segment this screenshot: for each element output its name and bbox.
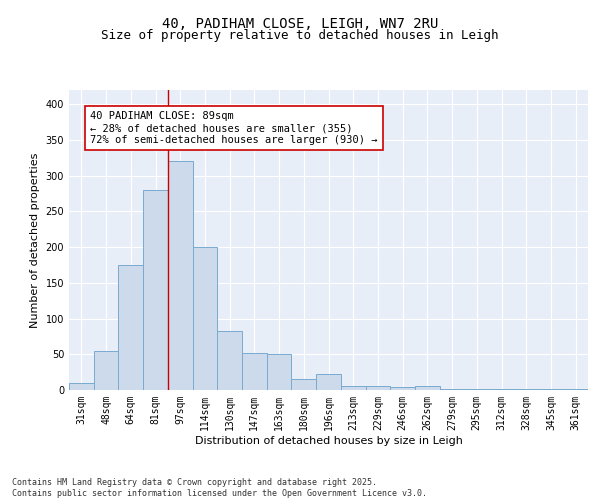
Y-axis label: Number of detached properties: Number of detached properties	[30, 152, 40, 328]
Bar	[489, 388, 514, 390]
Bar	[440, 388, 464, 390]
Bar	[292, 380, 316, 390]
Bar	[316, 374, 341, 390]
Text: Contains HM Land Registry data © Crown copyright and database right 2025.
Contai: Contains HM Land Registry data © Crown c…	[12, 478, 427, 498]
Bar	[365, 386, 390, 390]
Bar	[69, 383, 94, 390]
Bar	[242, 353, 267, 390]
Bar	[390, 387, 415, 390]
Bar	[514, 388, 539, 390]
Text: 40, PADIHAM CLOSE, LEIGH, WN7 2RU: 40, PADIHAM CLOSE, LEIGH, WN7 2RU	[162, 18, 438, 32]
Bar	[193, 247, 217, 390]
Bar	[415, 386, 440, 390]
Text: Size of property relative to detached houses in Leigh: Size of property relative to detached ho…	[101, 29, 499, 42]
Bar	[539, 388, 563, 390]
Bar	[118, 265, 143, 390]
Bar	[217, 332, 242, 390]
Bar	[94, 350, 118, 390]
Bar	[341, 386, 365, 390]
Bar	[143, 190, 168, 390]
Bar	[168, 162, 193, 390]
Text: 40 PADIHAM CLOSE: 89sqm
← 28% of detached houses are smaller (355)
72% of semi-d: 40 PADIHAM CLOSE: 89sqm ← 28% of detache…	[90, 112, 377, 144]
Bar	[464, 388, 489, 390]
Bar	[267, 354, 292, 390]
X-axis label: Distribution of detached houses by size in Leigh: Distribution of detached houses by size …	[194, 436, 463, 446]
